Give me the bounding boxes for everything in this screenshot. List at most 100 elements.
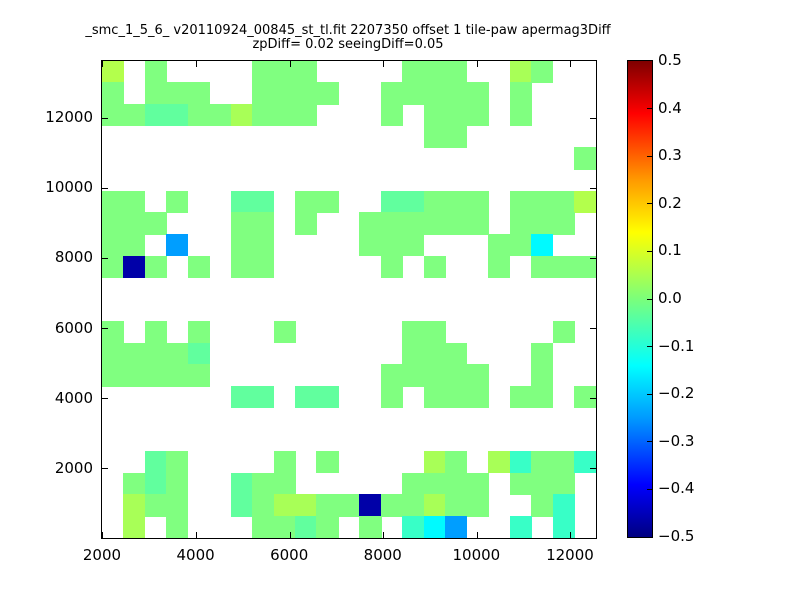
y-axis-tick: [590, 328, 596, 330]
plot-subtitle: zpDiff= 0.02 seeingDiff=0.05: [252, 37, 444, 52]
heatmap-cell: [423, 364, 446, 387]
heatmap-cell: [531, 212, 554, 235]
y-axis-tick: [102, 257, 108, 259]
heatmap-cell: [423, 125, 446, 149]
colorbar-tick: [647, 488, 652, 490]
heatmap-cell: [531, 494, 554, 517]
x-axis-tick-label: 4000: [176, 546, 215, 564]
heatmap-cell: [102, 104, 124, 127]
heatmap-cell: [402, 82, 425, 105]
heatmap-cell: [144, 450, 167, 474]
heatmap-cell: [166, 494, 189, 517]
heatmap-cell: [423, 255, 446, 279]
heatmap-cell: [252, 385, 275, 409]
heatmap-cell: [531, 255, 554, 279]
y-axis-tick: [102, 187, 108, 189]
heatmap-cell: [102, 212, 124, 235]
heatmap-cell: [552, 212, 575, 235]
colorbar-tick-label: −0.5: [658, 527, 695, 545]
heatmap-cell: [187, 255, 210, 279]
y-axis-tick: [590, 398, 596, 400]
heatmap-cell: [102, 364, 124, 387]
y-axis-tick-label: 6000: [54, 318, 93, 337]
heatmap-cell: [359, 234, 382, 257]
heatmap-cell: [380, 364, 403, 387]
heatmap-cell: [359, 212, 382, 235]
heatmap-cell: [252, 190, 275, 214]
x-axis-tick-label: 8000: [363, 546, 402, 564]
colorbar-tick-label: 0.5: [658, 51, 682, 69]
heatmap-cell: [552, 494, 575, 517]
colorbar-tick-label: 0.1: [658, 241, 682, 260]
heatmap-cell: [380, 212, 403, 235]
colorbar-tick-label: −0.2: [658, 384, 695, 403]
heatmap-cell: [509, 212, 532, 235]
heatmap-cell: [509, 61, 532, 83]
heatmap-cell: [144, 61, 167, 83]
heatmap-cell: [423, 190, 446, 214]
heatmap-cell: [252, 104, 275, 127]
heatmap-cell: [359, 516, 382, 538]
heatmap-cell: [445, 385, 468, 409]
heatmap-cell: [402, 494, 425, 517]
heatmap-cell: [423, 61, 446, 83]
heatmap-cell: [445, 516, 468, 538]
heatmap-cell: [166, 450, 189, 474]
y-axis-tick: [590, 468, 596, 470]
heatmap-cell: [380, 385, 403, 409]
heatmap-cell: [466, 190, 489, 214]
heatmap-cell: [252, 212, 275, 235]
heatmap-cell: [402, 516, 425, 538]
heatmap-cell: [531, 385, 554, 409]
heatmap-cell: [402, 364, 425, 387]
colorbar: [627, 60, 653, 538]
heatmap-cell: [316, 450, 339, 474]
heatmap-cell: [445, 472, 468, 495]
heatmap-cell: [252, 61, 275, 83]
heatmap-cell: [380, 82, 403, 105]
heatmap-cell: [380, 255, 403, 279]
heatmap-cell: [488, 234, 511, 257]
heatmap-cell: [295, 190, 318, 214]
x-axis-tick: [102, 532, 104, 538]
heatmap-cell: [552, 450, 575, 474]
heatmap-cell: [445, 450, 468, 474]
heatmap-cell: [466, 364, 489, 387]
heatmap-cell: [273, 82, 296, 105]
colorbar-tick-label: −0.4: [658, 479, 695, 498]
heatmap-cell: [252, 82, 275, 105]
heatmap-cell: [102, 234, 124, 257]
heatmap-cell: [574, 147, 596, 170]
heatmap-cell: [466, 104, 489, 127]
heatmap-cell: [273, 450, 296, 474]
heatmap-cell: [316, 190, 339, 214]
heatmap-cell: [445, 494, 468, 517]
heatmap-cell: [509, 516, 532, 538]
heatmap-cell: [144, 104, 167, 127]
heatmap-cell: [466, 82, 489, 105]
y-axis-tick: [590, 257, 596, 259]
heatmap-cell: [552, 472, 575, 495]
heatmap-cell: [102, 61, 124, 83]
heatmap-cell: [466, 212, 489, 235]
heatmap-cell: [123, 342, 146, 365]
heatmap-cell: [252, 234, 275, 257]
y-axis-tick: [102, 328, 108, 330]
heatmap-cell: [402, 342, 425, 365]
heatmap-cell: [445, 104, 468, 127]
x-axis-tick: [196, 532, 198, 538]
x-axis-tick: [289, 532, 291, 538]
colorbar-tick: [647, 298, 652, 300]
heatmap-cell: [144, 255, 167, 279]
y-axis-tick-label: 4000: [54, 388, 93, 407]
heatmap-cell: [316, 516, 339, 538]
heatmap-cell: [488, 450, 511, 474]
heatmap-cell: [509, 234, 532, 257]
colorbar-tick: [647, 346, 652, 348]
heatmap-cell: [531, 450, 554, 474]
heatmap-plot-area: [101, 60, 597, 539]
colorbar-tick-label: −0.3: [658, 431, 695, 450]
heatmap-cell: [102, 320, 124, 344]
heatmap-cell: [295, 516, 318, 538]
